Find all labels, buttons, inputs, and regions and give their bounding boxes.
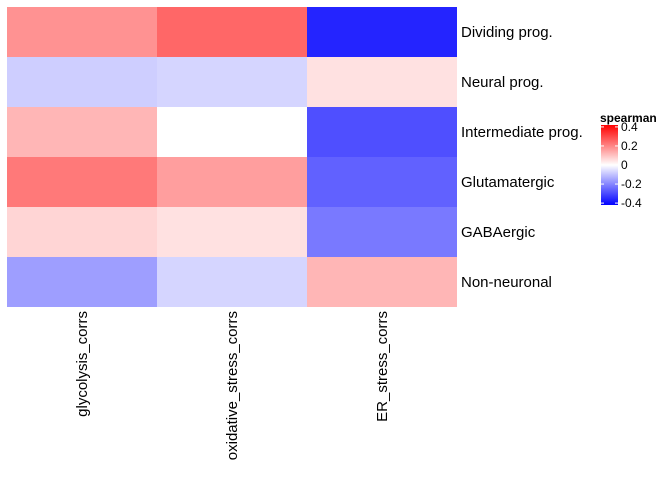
column-label: glycolysis_corrs bbox=[74, 311, 91, 417]
heatmap-cell bbox=[307, 157, 457, 207]
heatmap-cells bbox=[7, 7, 457, 307]
heatmap-cell bbox=[157, 207, 307, 257]
heatmap-cell bbox=[307, 257, 457, 307]
legend-tick-label: 0.2 bbox=[621, 139, 638, 153]
legend-tick-label: 0 bbox=[621, 158, 628, 172]
heatmap-cell bbox=[7, 157, 157, 207]
heatmap-cell bbox=[157, 7, 307, 57]
heatmap-cell bbox=[307, 107, 457, 157]
legend-colorbar bbox=[601, 125, 618, 205]
heatmap-cell bbox=[307, 207, 457, 257]
heatmap-cell bbox=[7, 7, 157, 57]
legend-tick-label: 0.4 bbox=[621, 120, 638, 134]
heatmap-cell bbox=[157, 157, 307, 207]
heatmap-cell bbox=[307, 57, 457, 107]
row-label: Intermediate prog. bbox=[461, 124, 583, 141]
heatmap-cell bbox=[7, 207, 157, 257]
color-legend: spearman 0.4 0.2 0 -0.2 -0.4 bbox=[600, 111, 657, 210]
column-label: oxidative_stress_corrs bbox=[224, 311, 241, 460]
row-label: Neural prog. bbox=[461, 74, 544, 91]
heatmap-cell bbox=[7, 107, 157, 157]
row-label: Dividing prog. bbox=[461, 24, 553, 41]
legend-ticks: 0.4 0.2 0 -0.2 -0.4 bbox=[601, 120, 642, 210]
heatmap-cell bbox=[157, 57, 307, 107]
row-labels: Dividing prog. Neural prog. Intermediate p… bbox=[461, 24, 583, 291]
heatmap-cell bbox=[7, 257, 157, 307]
column-labels: glycolysis_corrs oxidative_stress_corrs ER… bbox=[74, 311, 391, 460]
row-label: Glutamatergic bbox=[461, 174, 555, 191]
heatmap-cell bbox=[157, 107, 307, 157]
row-label: GABAergic bbox=[461, 224, 536, 241]
legend-tick-label: -0.2 bbox=[621, 177, 642, 191]
legend-tick-label: -0.4 bbox=[621, 196, 642, 210]
legend-title: spearman bbox=[600, 111, 657, 125]
heatmap-cell bbox=[157, 257, 307, 307]
row-label: Non-neuronal bbox=[461, 274, 552, 291]
heatmap-cell bbox=[7, 57, 157, 107]
column-label: ER_stress_corrs bbox=[374, 311, 391, 422]
heatmap-cell bbox=[307, 7, 457, 57]
